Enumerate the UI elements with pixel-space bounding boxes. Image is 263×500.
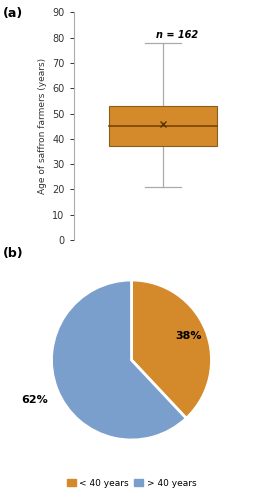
Y-axis label: Age of saffron farmers (years): Age of saffron farmers (years)	[38, 58, 47, 194]
Text: n = 162: n = 162	[156, 30, 198, 40]
Text: 62%: 62%	[22, 395, 48, 405]
Wedge shape	[52, 280, 186, 440]
Legend: < 40 years, > 40 years: < 40 years, > 40 years	[63, 476, 200, 492]
Text: (a): (a)	[3, 8, 23, 20]
Bar	[109, 106, 217, 146]
Wedge shape	[132, 280, 211, 418]
Text: 38%: 38%	[175, 331, 202, 341]
Text: (b): (b)	[3, 248, 23, 260]
